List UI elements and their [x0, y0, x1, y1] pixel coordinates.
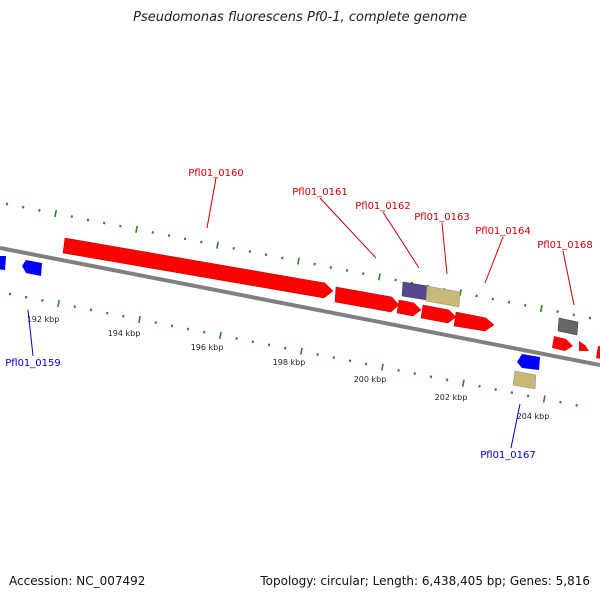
scale-labels: 192 kbp 194 kbp 196 kbp 198 kbp 200 kbp … — [27, 315, 550, 421]
gene-forward-right-3[interactable] — [596, 346, 600, 360]
gene-reverse-left-1[interactable] — [0, 256, 6, 270]
scale-label: 202 kbp — [435, 393, 468, 402]
leader-lines — [27, 177, 575, 449]
gene-label: Pfl01_0161 — [292, 187, 348, 198]
major-tick — [135, 225, 139, 233]
gene-Pfl01_0168[interactable] — [557, 317, 579, 336]
inner-tick-track — [8, 292, 578, 407]
gene-label: Pfl01_0167 — [480, 450, 536, 461]
major-tick — [216, 241, 219, 249]
gene-label: Pfl01_0168 — [537, 240, 593, 251]
scale-label: 200 kbp — [354, 375, 387, 384]
gene-Pfl01_0167[interactable] — [512, 370, 537, 390]
gene-Pfl01_0161[interactable] — [334, 286, 400, 313]
gene-other-feature[interactable] — [401, 281, 429, 301]
genome-stats-text: Topology: circular; Length: 6,438,405 bp… — [260, 574, 590, 588]
gene-Pfl01_0163[interactable] — [420, 304, 457, 324]
gene-rna-feature[interactable] — [425, 285, 461, 308]
gene-label: Pfl01_0160 — [188, 168, 244, 179]
gene-Pfl01_0164[interactable] — [453, 311, 495, 332]
major-tick — [380, 363, 384, 371]
gene-label: Pfl01_0163 — [414, 212, 470, 223]
gene-label: Pfl01_0159 — [5, 358, 61, 369]
scale-label: 196 kbp — [191, 343, 224, 352]
outer-tick-track — [5, 202, 592, 320]
gene-Pfl01_0160[interactable] — [62, 237, 334, 299]
major-tick — [461, 379, 465, 387]
gene-reverse-left-2[interactable] — [22, 260, 42, 276]
scale-label: 204 kbp — [517, 412, 550, 421]
major-tick — [542, 395, 546, 403]
scale-label: 192 kbp — [27, 315, 60, 324]
major-tick — [219, 331, 222, 339]
gene-forward-right-2[interactable] — [579, 341, 589, 351]
gene-reverse-right[interactable] — [517, 354, 540, 370]
major-tick — [297, 257, 300, 265]
gene-label: Pfl01_0164 — [475, 226, 531, 237]
gene-forward-right-1[interactable] — [552, 336, 573, 351]
map-title: Pseudomonas fluorescens Pf0-1, complete … — [133, 10, 467, 25]
major-tick — [138, 315, 141, 324]
scale-label: 194 kbp — [108, 329, 141, 338]
accession-text: Accession: NC_007492 — [9, 574, 146, 588]
scale-label: 198 kbp — [273, 358, 306, 367]
gene-labels: Pfl01_0160 Pfl01_0161 Pfl01_0162 Pfl01_0… — [5, 168, 593, 461]
major-tick — [299, 347, 303, 355]
major-tick — [539, 304, 543, 313]
major-tick — [54, 209, 58, 218]
gene-Pfl01_0162[interactable] — [396, 299, 422, 317]
major-tick — [57, 299, 61, 308]
major-tick — [377, 273, 381, 281]
gene-label: Pfl01_0162 — [355, 201, 411, 212]
genome-backbone — [0, 246, 600, 367]
